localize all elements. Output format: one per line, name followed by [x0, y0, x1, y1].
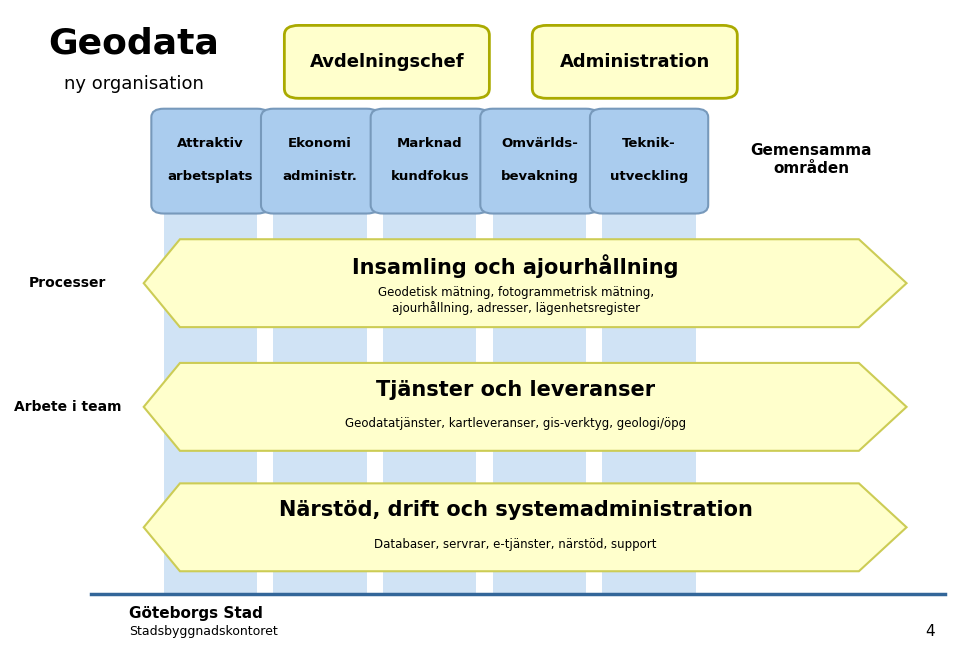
Text: utveckling: utveckling — [610, 170, 689, 182]
Text: administr.: administr. — [283, 170, 358, 182]
Polygon shape — [144, 240, 906, 327]
Text: Avdelningschef: Avdelningschef — [310, 53, 464, 71]
FancyBboxPatch shape — [480, 109, 598, 214]
Text: Marknad: Marknad — [397, 137, 462, 150]
Text: Geodata: Geodata — [49, 26, 220, 60]
FancyBboxPatch shape — [285, 25, 489, 98]
Text: Geodetisk mätning, fotogrammetrisk mätning,
ajourhållning, adresser, lägenhetsre: Geodetisk mätning, fotogrammetrisk mätni… — [378, 286, 654, 314]
Text: Teknik-: Teknik- — [622, 137, 676, 150]
Text: kundfokus: kundfokus — [390, 170, 469, 182]
Text: Attraktiv: Attraktiv — [177, 137, 244, 150]
Text: ny organisation: ny organisation — [64, 75, 204, 93]
Bar — [602, 205, 696, 596]
Text: arbetsplats: arbetsplats — [168, 170, 253, 182]
Polygon shape — [144, 483, 906, 572]
Text: Omvärlds-: Omvärlds- — [501, 137, 578, 150]
Text: bevakning: bevakning — [501, 170, 578, 182]
Text: Geodatatjänster, kartleveranser, gis-verktyg, geologi/öpg: Geodatatjänster, kartleveranser, gis-ver… — [345, 417, 686, 430]
Text: Arbete i team: Arbete i team — [13, 400, 121, 414]
Text: Stadsbyggnadskontoret: Stadsbyggnadskontoret — [129, 625, 278, 638]
Text: Göteborgs Stad: Göteborgs Stad — [129, 605, 264, 621]
Bar — [164, 205, 257, 596]
FancyBboxPatch shape — [532, 25, 737, 98]
Text: Närstöd, drift och systemadministration: Närstöd, drift och systemadministration — [279, 501, 753, 520]
FancyBboxPatch shape — [261, 109, 379, 214]
Text: Processer: Processer — [29, 276, 106, 290]
Text: Databaser, servrar, e-tjänster, närstöd, support: Databaser, servrar, e-tjänster, närstöd,… — [374, 538, 657, 551]
Text: 4: 4 — [925, 624, 935, 639]
Text: Insamling och ajourhållning: Insamling och ajourhållning — [352, 255, 679, 278]
Text: Tjänster och leveranser: Tjänster och leveranser — [376, 380, 655, 400]
Text: Administration: Administration — [560, 53, 710, 71]
FancyBboxPatch shape — [371, 109, 489, 214]
Bar — [493, 205, 586, 596]
FancyBboxPatch shape — [590, 109, 708, 214]
Bar — [273, 205, 367, 596]
Text: Gemensamma
områden: Gemensamma områden — [751, 143, 872, 176]
FancyBboxPatch shape — [152, 109, 269, 214]
Polygon shape — [144, 363, 906, 450]
Bar — [383, 205, 477, 596]
Text: Ekonomi: Ekonomi — [288, 137, 352, 150]
